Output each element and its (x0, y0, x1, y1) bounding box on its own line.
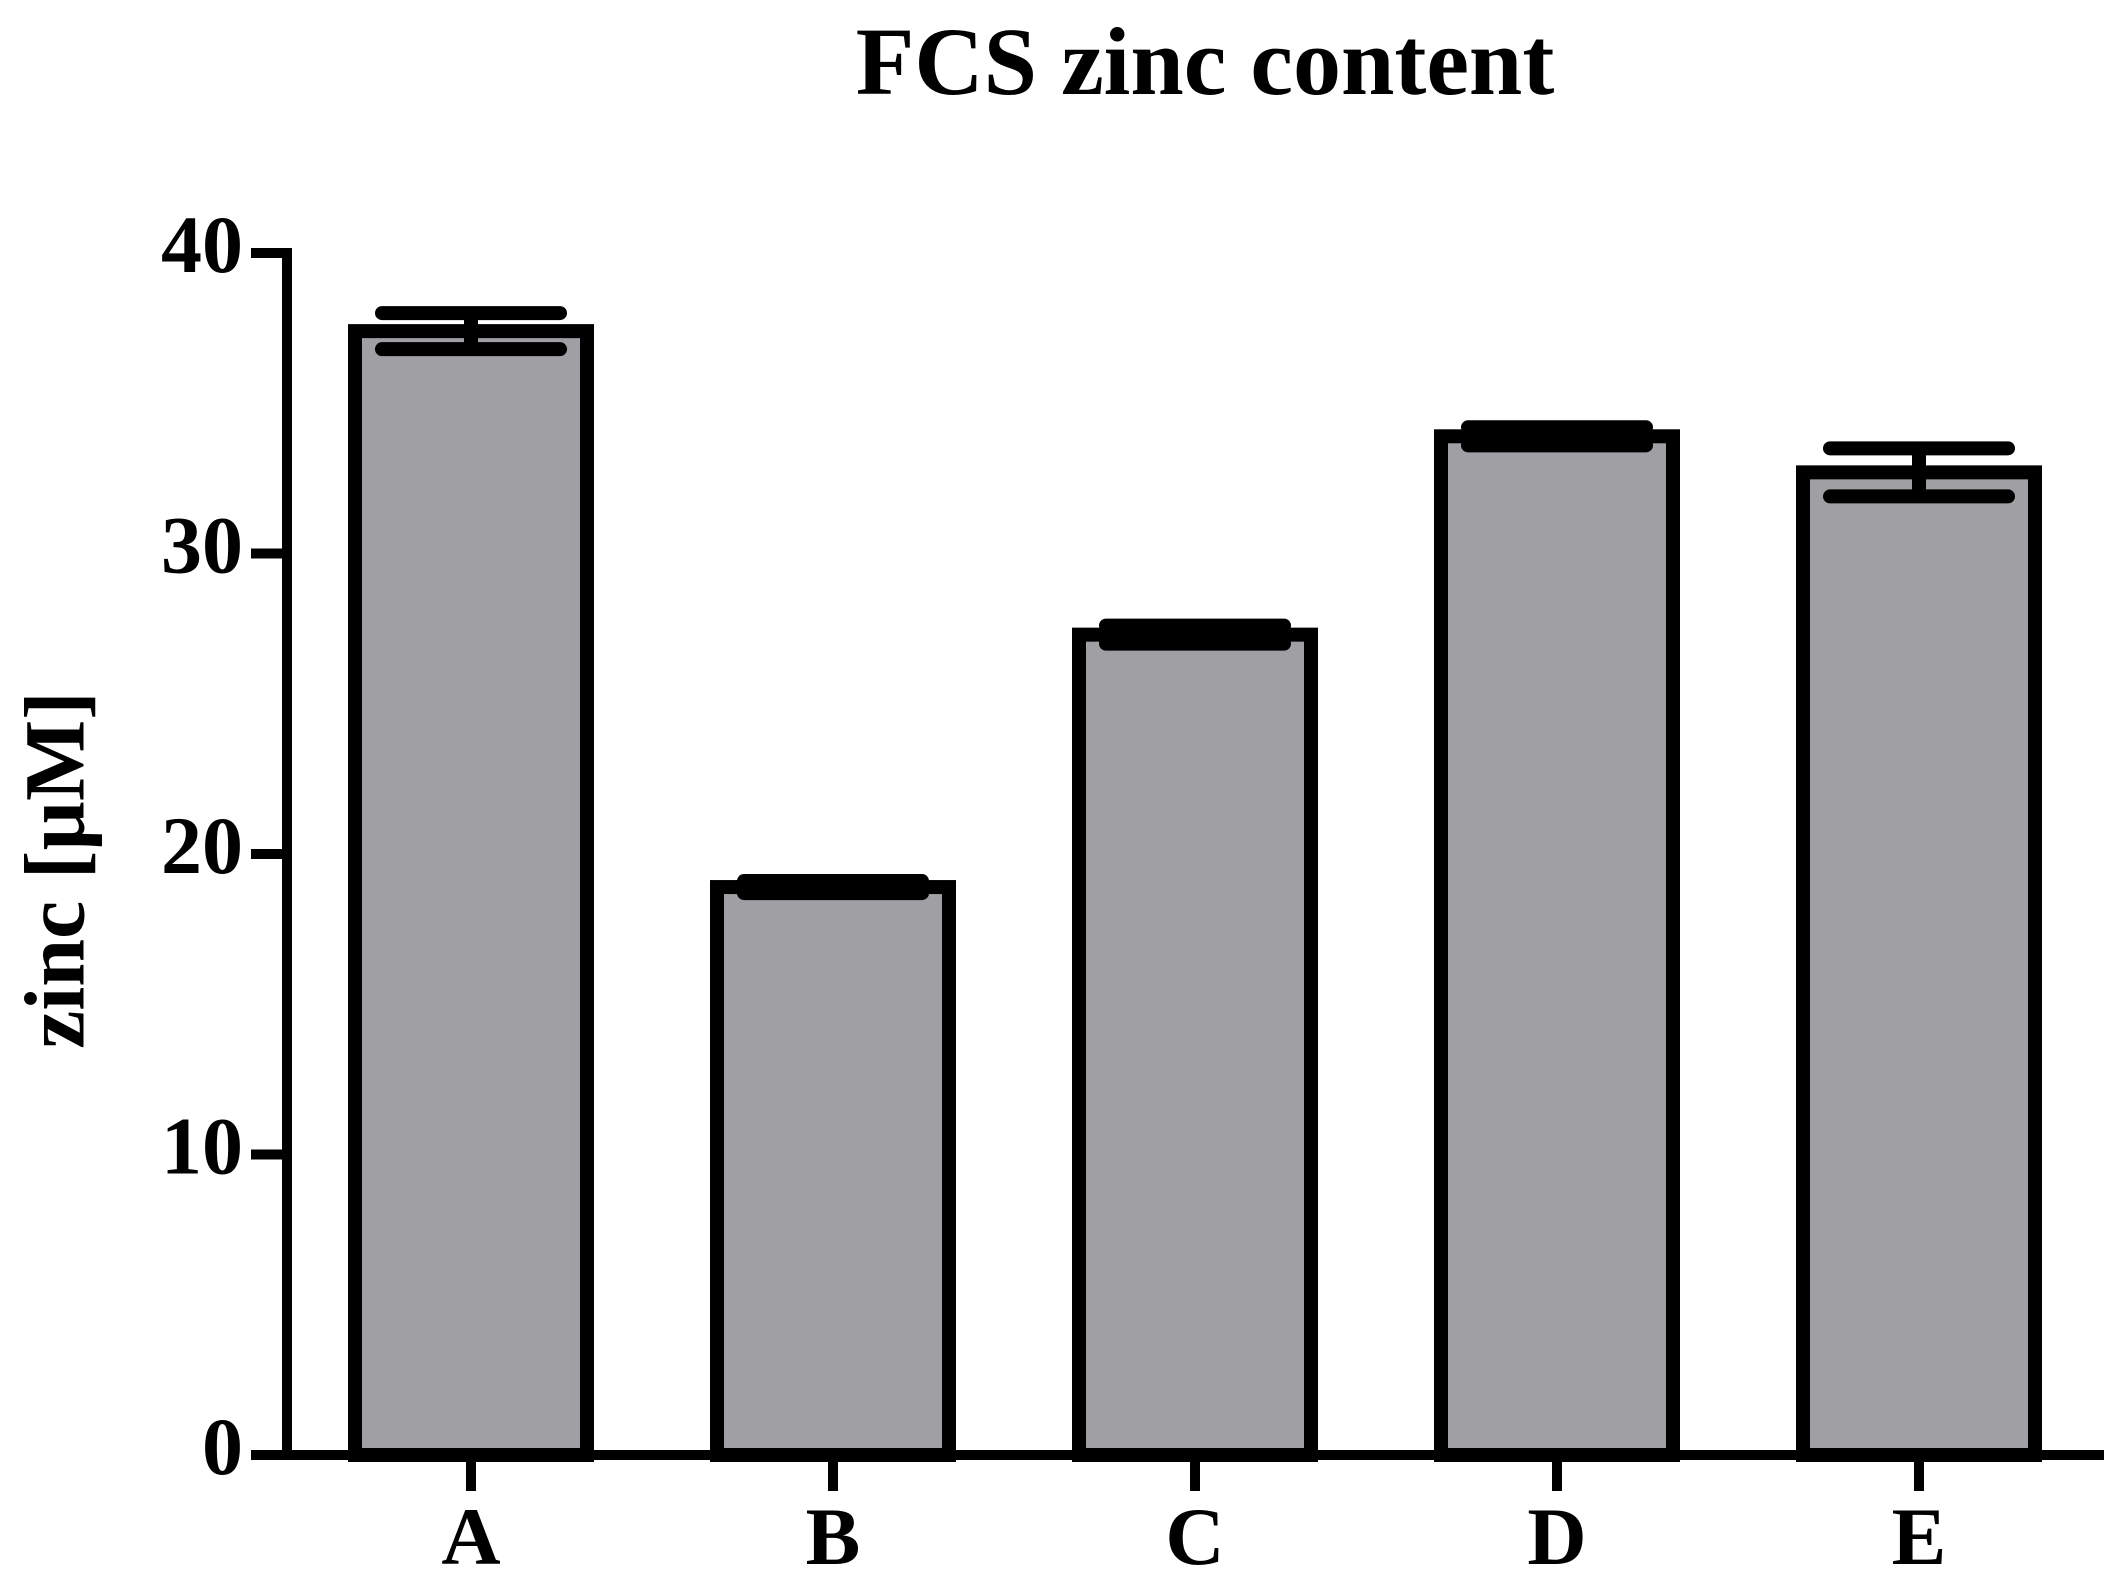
y-tick-label: 40 (161, 199, 243, 290)
bar (348, 324, 594, 1462)
x-tick-label: A (441, 1491, 500, 1582)
x-tick-label: C (1165, 1491, 1224, 1582)
y-tick-label: 30 (161, 499, 243, 590)
x-tick-label: B (806, 1491, 861, 1582)
chart-title: FCS zinc content (856, 8, 1555, 115)
bar (710, 880, 956, 1462)
y-tick-label: 20 (161, 800, 243, 891)
x-tick-label: E (1892, 1491, 1947, 1582)
bar (1434, 429, 1680, 1462)
y-tick-label: 10 (161, 1100, 243, 1191)
bar (1796, 465, 2042, 1462)
bar (1072, 627, 1318, 1462)
x-tick-label: D (1527, 1491, 1586, 1582)
y-axis-label: zinc [µM] (7, 691, 103, 1049)
y-tick-label: 0 (202, 1401, 243, 1492)
